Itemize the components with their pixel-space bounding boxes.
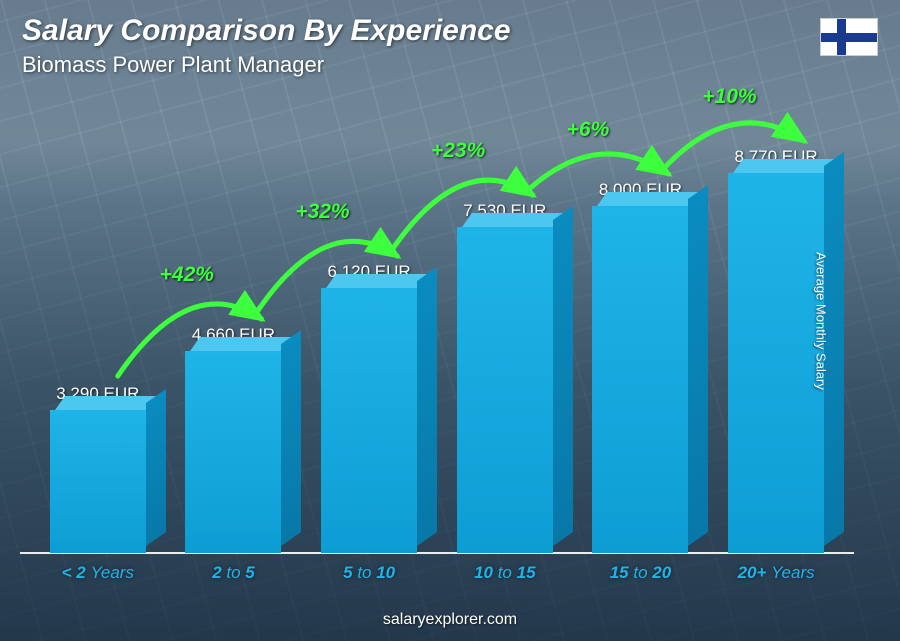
bar-3d — [592, 206, 688, 553]
category-label: 5 to 10 — [309, 563, 429, 583]
finland-flag-icon — [820, 18, 878, 56]
growth-label: +6% — [567, 118, 610, 142]
bar-front-face — [50, 410, 146, 553]
chart-area: 3,290 EUR 4,660 EUR 6,120 EUR 7,530 EUR … — [30, 100, 844, 581]
bar-side-face — [553, 206, 573, 546]
bar-side-face — [688, 185, 708, 546]
category-label: < 2 Years — [38, 563, 158, 583]
bars-container: 3,290 EUR 4,660 EUR 6,120 EUR 7,530 EUR … — [30, 113, 844, 553]
bar-group: 3,290 EUR — [38, 384, 158, 553]
category-label: 15 to 20 — [580, 563, 700, 583]
bar-side-face — [146, 389, 166, 546]
bar-front-face — [185, 351, 281, 553]
bar-top-face — [55, 396, 161, 410]
chart-title: Salary Comparison By Experience — [22, 14, 878, 48]
category-labels-row: < 2 Years 2 to 5 5 to 10 10 to 15 15 to 20 20… — [30, 563, 844, 583]
bar-group: 7,530 EUR — [445, 201, 565, 553]
category-label: 10 to 15 — [445, 563, 565, 583]
y-axis-label: Average Monthly Salary — [814, 252, 829, 390]
bar-side-face — [417, 267, 437, 546]
growth-label: +23% — [431, 139, 485, 163]
bar-group: 8,000 EUR — [580, 180, 700, 553]
growth-label: +10% — [702, 85, 756, 109]
bar-3d — [321, 288, 417, 553]
bar-3d — [50, 410, 146, 553]
bar-3d — [185, 351, 281, 553]
bar-group: 6,120 EUR — [309, 262, 429, 553]
header: Salary Comparison By Experience Biomass … — [22, 14, 878, 78]
growth-label: +42% — [160, 263, 214, 287]
bar-front-face — [728, 173, 824, 553]
growth-label: +32% — [295, 200, 349, 224]
bar-3d — [728, 173, 824, 553]
bar-front-face — [321, 288, 417, 553]
category-label: 2 to 5 — [173, 563, 293, 583]
bar-top-face — [462, 213, 568, 227]
bar-front-face — [592, 206, 688, 553]
bar-3d — [457, 227, 553, 553]
chart-subtitle: Biomass Power Plant Manager — [22, 52, 878, 78]
bar-group: 4,660 EUR — [173, 325, 293, 553]
footer-attribution: salaryexplorer.com — [0, 611, 900, 629]
category-label: 20+ Years — [716, 563, 836, 583]
bar-side-face — [281, 330, 301, 546]
bar-front-face — [457, 227, 553, 553]
